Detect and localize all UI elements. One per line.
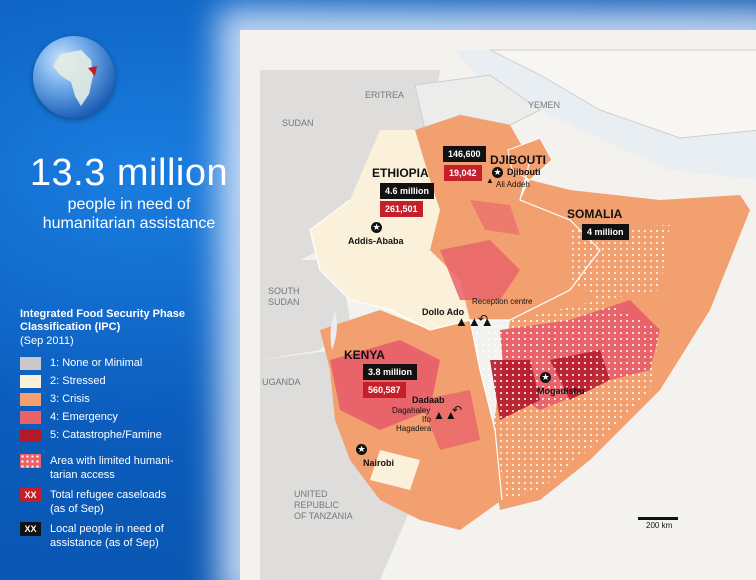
- capital-star-icon: ★: [356, 444, 367, 455]
- label-tanzania-1: UNITED: [294, 489, 328, 499]
- legend-label: 1: None or Minimal: [50, 357, 143, 369]
- swatch-phase-5: [20, 428, 41, 442]
- place-ifo: Ifo: [422, 415, 431, 424]
- legend-limited-1: Area with limited humani-: [50, 455, 174, 467]
- legend-item-phase-4: 4: Emergency: [20, 408, 240, 426]
- arrow-icon: ↶: [452, 403, 463, 417]
- legend-item-phase-3: 3: Crisis: [20, 390, 240, 408]
- globe-icon: [33, 36, 115, 118]
- label-tanzania-2: REPUBLIC: [294, 500, 340, 510]
- legend-item-phase-1: 1: None or Minimal: [20, 354, 240, 372]
- legend-item-phase-2: 2: Stressed: [20, 372, 240, 390]
- legend-title-2: Classification (IPC): [20, 321, 121, 333]
- city-addis-ababa: Addis-Ababa: [348, 236, 404, 246]
- headline-line-2: humanitarian assistance: [42, 215, 216, 232]
- legend-label: 4: Emergency: [50, 411, 118, 423]
- djibouti-local-figure: 146,600: [443, 146, 486, 162]
- badge-refugee: XX: [20, 488, 41, 502]
- place-ali-addeh: Ali Addeh: [496, 180, 530, 189]
- map-graphic: [240, 30, 756, 580]
- legend-limited-2: tarian access: [50, 469, 115, 481]
- label-tanzania-3: OF TANZANIA: [294, 511, 353, 521]
- legend-label: 2: Stressed: [50, 375, 106, 387]
- label-ethiopia: ETHIOPIA: [372, 166, 429, 180]
- legend-item-refugee: XX Total refugee caseloads (as of Sep): [20, 488, 240, 516]
- camp-icon: ▲: [486, 176, 494, 185]
- swatch-phase-1: [20, 356, 41, 370]
- legend-local-1: Local people in need of: [50, 523, 164, 535]
- camp-icon: ▲▲: [433, 408, 457, 422]
- city-mogadishu: Mogadishu: [537, 386, 585, 396]
- label-kenya: KENYA: [344, 348, 385, 362]
- capital-star-icon: ★: [540, 372, 551, 383]
- camp-icon: ▲▲▲: [455, 314, 494, 329]
- kenya-refugee-figure: 560,587: [363, 382, 406, 398]
- place-reception-centre: Reception centre: [472, 297, 533, 306]
- legend-label: 5: Catastrophe/Famine: [50, 429, 162, 441]
- legend-label: 3: Crisis: [50, 393, 90, 405]
- somalia-local-figure: 4 million: [582, 224, 629, 240]
- label-sudan: SUDAN: [282, 118, 314, 128]
- swatch-limited-access: [20, 454, 41, 468]
- map: [240, 30, 756, 580]
- headline-number: 13.3 million: [29, 152, 229, 194]
- legend-item-phase-5: 5: Catastrophe/Famine: [20, 426, 240, 444]
- capital-star-icon: ★: [492, 167, 503, 178]
- legend-item-limited-access: Area with limited humani- tarian access: [20, 454, 240, 482]
- headline-line-1: people in need of: [67, 196, 191, 213]
- ethiopia-local-figure: 4.6 million: [380, 183, 435, 199]
- legend-refugee-2: (as of Sep): [50, 503, 104, 515]
- legend-title-1: Integrated Food Security Phase: [20, 308, 186, 320]
- swatch-phase-3: [20, 392, 41, 406]
- place-dollo-ado: Dollo Ado: [422, 307, 465, 317]
- legend-item-local: XX Local people in need of assistance (a…: [20, 522, 240, 550]
- ethiopia-refugee-figure: 261,501: [380, 201, 423, 217]
- capital-star-icon: ★: [371, 222, 382, 233]
- legend-date: (Sep 2011): [20, 335, 74, 347]
- swatch-phase-2: [20, 374, 41, 388]
- label-eritrea: ERITREA: [365, 90, 405, 100]
- arrow-icon: ↶: [478, 312, 489, 326]
- legend-refugee-1: Total refugee caseloads: [50, 489, 167, 501]
- city-nairobi: Nairobi: [363, 458, 395, 468]
- label-south-sudan-1: SOUTH: [268, 286, 300, 296]
- city-djibouti: Djibouti: [507, 167, 541, 177]
- label-djibouti: DJIBOUTI: [490, 153, 547, 167]
- scale-label: 200 km: [646, 521, 673, 530]
- label-uganda: UGANDA: [262, 377, 301, 387]
- badge-local: XX: [20, 522, 41, 536]
- swatch-phase-4: [20, 410, 41, 424]
- kenya-local-figure: 3.8 million: [363, 364, 418, 380]
- place-dagahaley: Dagahaley: [392, 406, 431, 415]
- label-south-sudan-2: SUDAN: [268, 297, 300, 307]
- djibouti-refugee-figure: 19,042: [444, 165, 482, 181]
- label-yemen: YEMEN: [528, 100, 561, 110]
- legend: Integrated Food Security Phase Classific…: [20, 308, 240, 550]
- place-hagadera: Hagadera: [396, 424, 432, 433]
- place-dadaab: Dadaab: [412, 395, 445, 405]
- legend-local-2: assistance (as of Sep): [50, 537, 159, 549]
- label-somalia: SOMALIA: [567, 207, 623, 221]
